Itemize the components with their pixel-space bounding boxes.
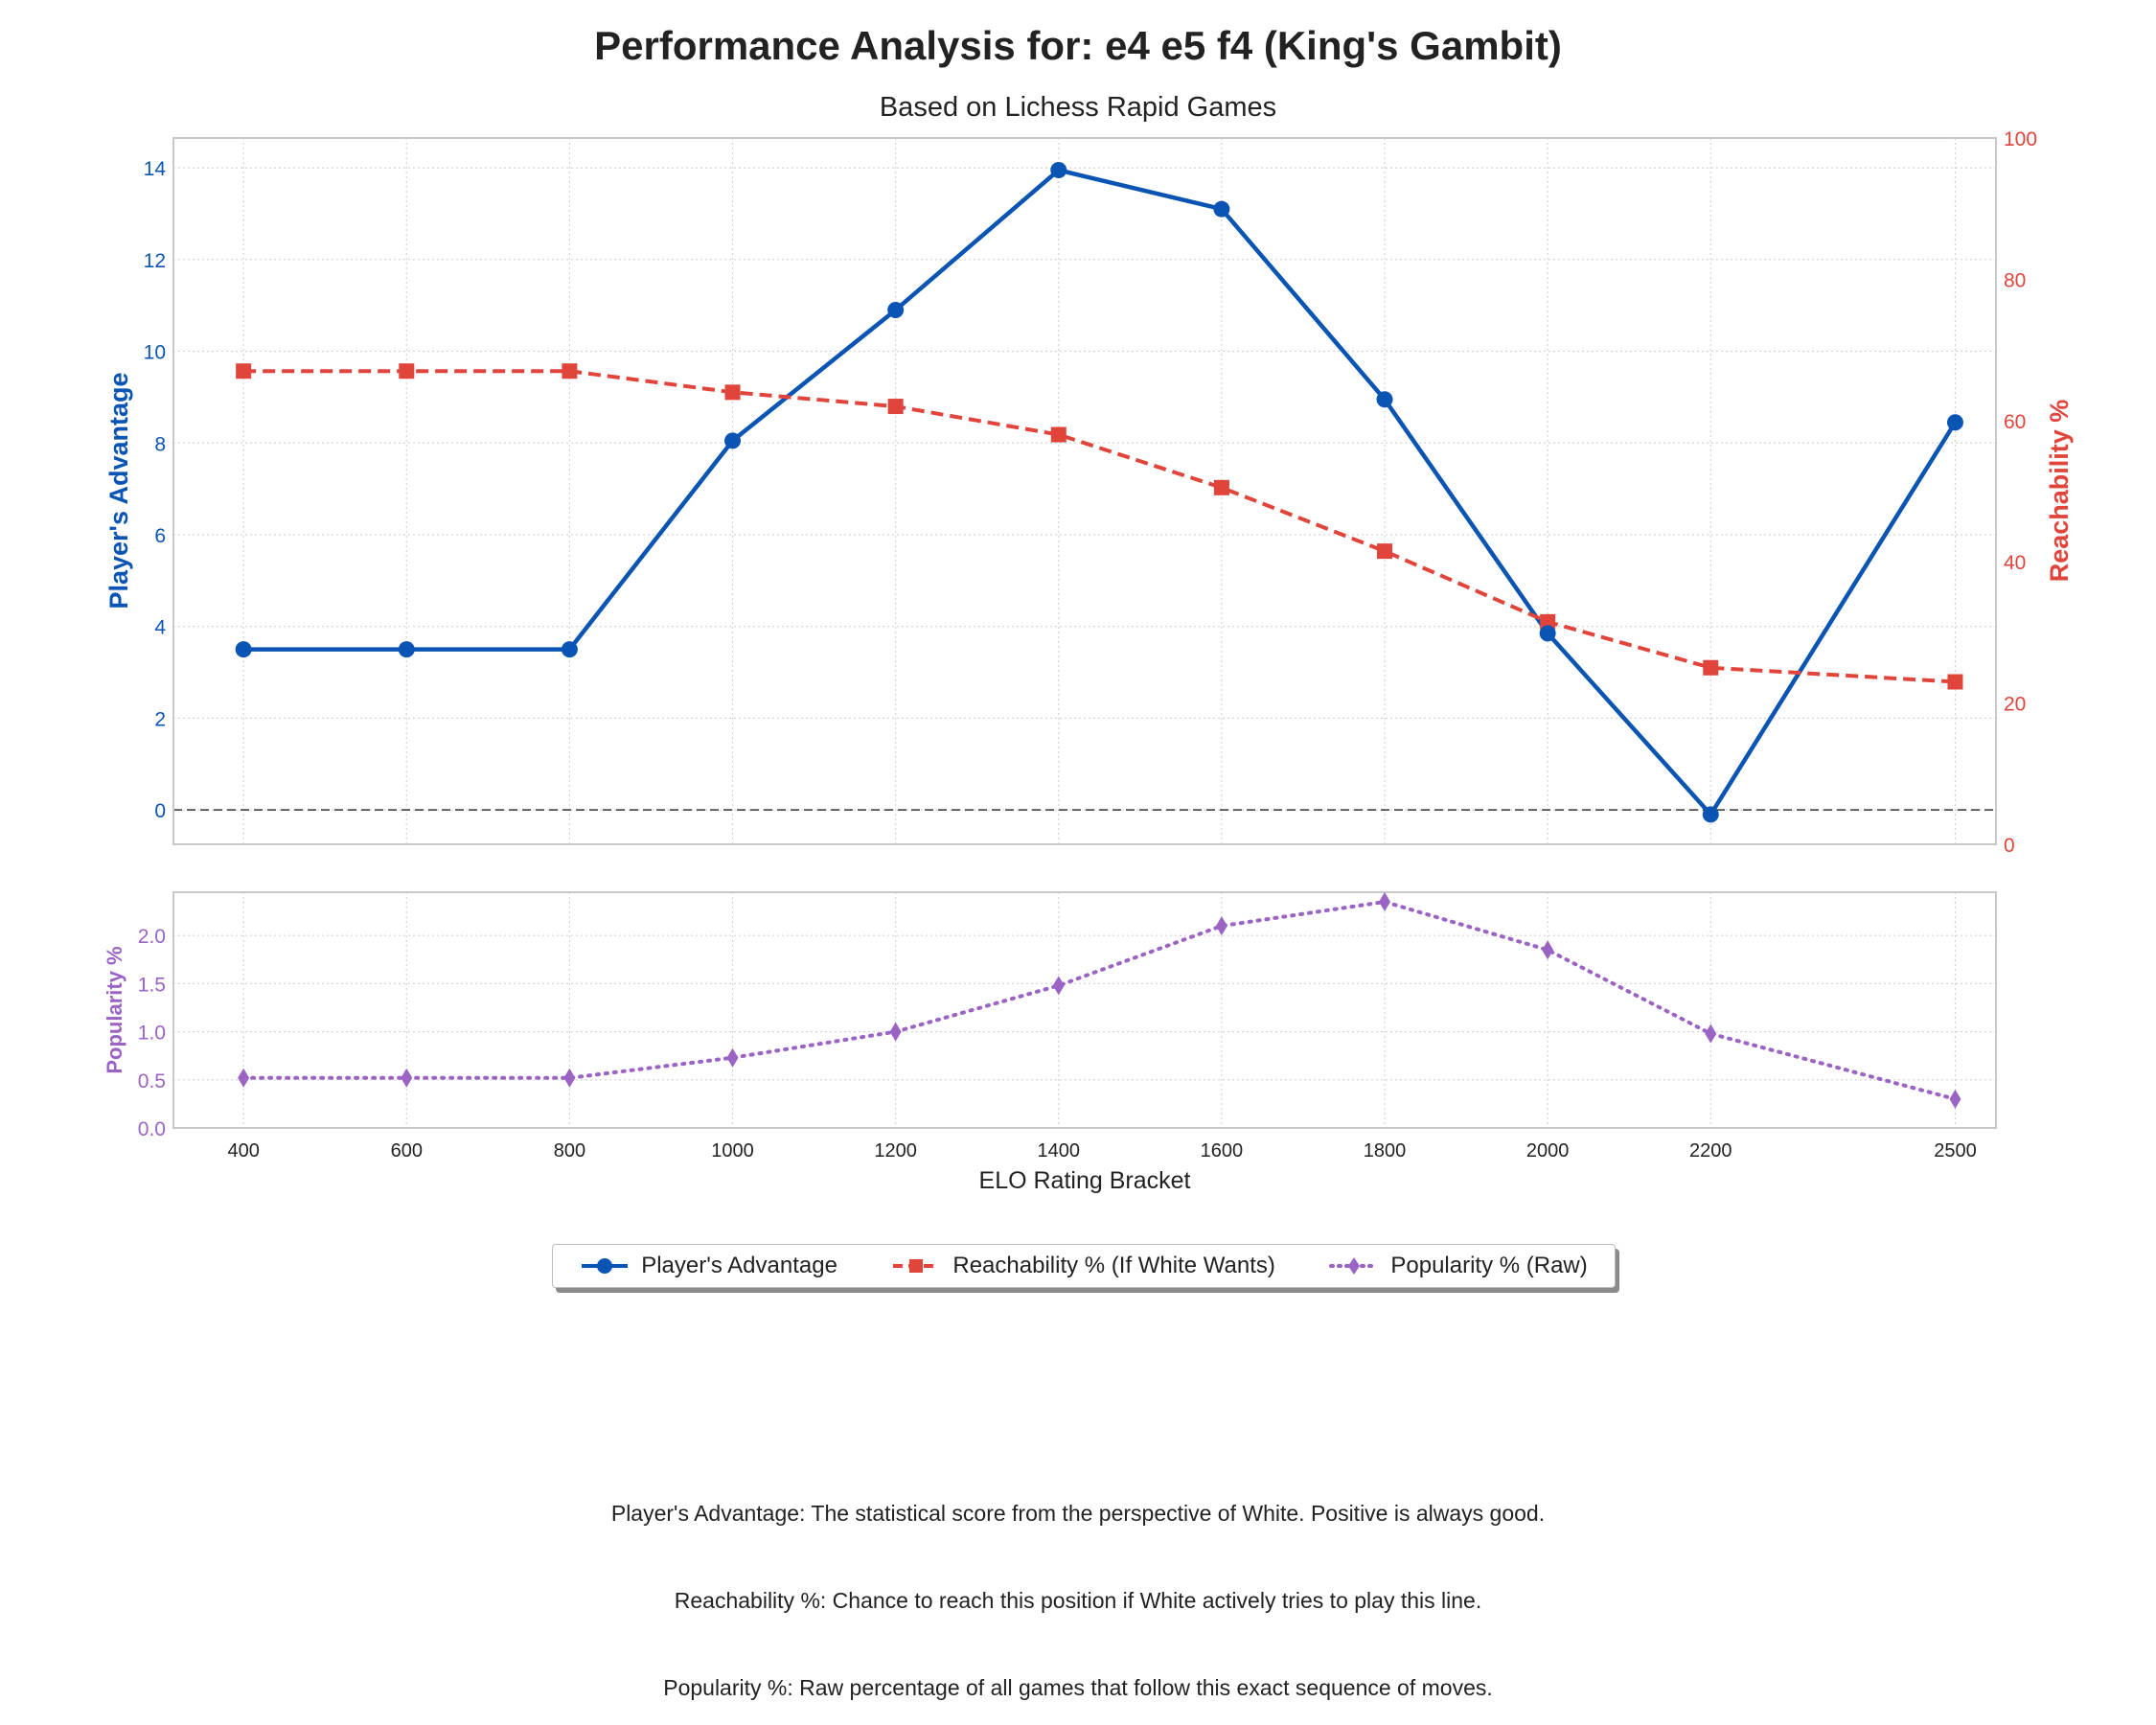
reachability-point <box>1050 426 1067 443</box>
popularity-point <box>1542 940 1554 960</box>
x-tick-label: 1200 <box>874 1140 917 1162</box>
advantage-point <box>398 641 415 658</box>
left-y-tick-label: 12 <box>144 250 166 272</box>
x-tick-label: 1600 <box>1201 1140 1244 1162</box>
right-y-axis-label: Reachability % <box>2045 400 2074 583</box>
x-tick-label: 2000 <box>1526 1140 1570 1162</box>
reachability-point <box>562 363 578 380</box>
left-y-tick-label: 6 <box>154 525 166 547</box>
x-tick-label: 400 <box>227 1140 259 1162</box>
popularity-panel-frame <box>172 891 1997 1129</box>
reachability-point <box>724 384 741 401</box>
left-y-tick-label: 14 <box>144 158 167 180</box>
x-axis-label: ELO Rating Bracket <box>979 1167 1191 1194</box>
footnote-popularity: Popularity %: Raw percentage of all game… <box>663 1675 1493 1700</box>
right-y-tick-label: 40 <box>2004 552 2026 574</box>
pop-y-axis-label: Popularity % <box>103 946 126 1073</box>
advantage-point <box>1213 200 1230 218</box>
main-panel-frame <box>172 137 1997 845</box>
legend-item-advantage: Player's Advantage <box>580 1253 837 1279</box>
pop-y-tick-label: 0.0 <box>138 1118 166 1140</box>
advantage-point <box>1539 625 1556 642</box>
right-y-tick-label: 20 <box>2004 694 2026 716</box>
popularity-point <box>1215 916 1227 936</box>
popularity-point <box>1052 976 1065 996</box>
legend-advantage-label: Player's Advantage <box>641 1253 837 1278</box>
legend-item-popularity: Popularity % (Raw) <box>1329 1253 1588 1279</box>
popularity-point <box>1379 892 1391 912</box>
right-y-tick-label: 60 <box>2004 411 2026 433</box>
legend-popularity-symbol <box>1329 1257 1380 1275</box>
pop-y-tick-label: 1.0 <box>138 1023 166 1045</box>
legend-item-reachability: Reachability % (If White Wants) <box>891 1253 1275 1279</box>
pop-y-tick-label: 2.0 <box>138 926 166 948</box>
right-y-tick-label: 80 <box>2004 269 2026 291</box>
reachability-point <box>1213 479 1229 495</box>
legend-reachability-symbol <box>893 1259 940 1273</box>
x-tick-label: 600 <box>391 1140 423 1162</box>
legend-popularity-label: Popularity % (Raw) <box>1390 1253 1588 1278</box>
pop-y-tick-label: 0.5 <box>138 1070 166 1092</box>
popularity-point <box>401 1068 413 1088</box>
advantage-point <box>561 641 578 658</box>
popularity-point <box>726 1047 739 1068</box>
reachability-point <box>399 363 415 380</box>
reachability-point <box>1947 674 1963 690</box>
legend-advantage-symbol <box>582 1258 629 1274</box>
x-tick-label: 1400 <box>1038 1140 1081 1162</box>
left-y-tick-label: 10 <box>144 342 166 364</box>
x-tick-label: 1800 <box>1364 1140 1407 1162</box>
x-tick-label: 1000 <box>711 1140 754 1162</box>
right-y-tick-label: 0 <box>2004 835 2015 857</box>
marks-layer <box>235 162 1963 1109</box>
reachability-point <box>1703 659 1719 676</box>
left-y-axis-label: Player's Advantage <box>104 372 133 609</box>
advantage-point <box>235 641 252 658</box>
chart-subtitle: Based on Lichess Rapid Games <box>879 92 1277 123</box>
left-y-tick-label: 8 <box>154 433 166 455</box>
advantage-point <box>724 432 742 449</box>
left-y-tick-label: 4 <box>154 617 166 639</box>
legend: Player's Advantage Reachability % (If Wh… <box>552 1244 1616 1288</box>
reachability-point <box>236 363 252 380</box>
legend-reachability-label: Reachability % (If White Wants) <box>952 1253 1275 1278</box>
grid-layer <box>173 138 1996 1129</box>
text-layer: 400 600 800 1000 1200 1400 1600 1800 2000 2200 250… <box>103 128 2074 1194</box>
left-y-tick-label: 0 <box>154 800 166 822</box>
left-y-tick-label: 2 <box>154 708 166 730</box>
popularity-point <box>1949 1089 1961 1109</box>
advantage-point <box>1946 414 1963 431</box>
right-y-tick-label: 100 <box>2004 128 2037 150</box>
footnote-reachability: Reachability %: Chance to reach this pos… <box>674 1588 1482 1613</box>
reachability-point <box>1377 543 1393 560</box>
advantage-point <box>887 301 905 318</box>
popularity-point <box>889 1022 902 1042</box>
popularity-line <box>241 899 1958 1101</box>
advantage-point <box>1702 806 1719 823</box>
footnote-advantage: Player's Advantage: The statistical scor… <box>610 1501 1546 1526</box>
x-tick-label: 800 <box>554 1140 585 1162</box>
popularity-point <box>238 1068 250 1088</box>
chart-title: Performance Analysis for: e4 e5 f4 (King… <box>594 23 1562 68</box>
reachability-point <box>887 399 904 415</box>
reachability-line <box>243 369 1956 684</box>
pop-y-tick-label: 1.5 <box>138 974 166 996</box>
advantage-point <box>1050 162 1067 178</box>
x-tick-label: 2200 <box>1689 1140 1732 1162</box>
x-tick-label: 2500 <box>1934 1140 1977 1162</box>
reachability-point <box>1540 613 1556 630</box>
popularity-point <box>563 1068 576 1088</box>
advantage-point <box>1376 391 1393 408</box>
popularity-point <box>1705 1024 1717 1044</box>
